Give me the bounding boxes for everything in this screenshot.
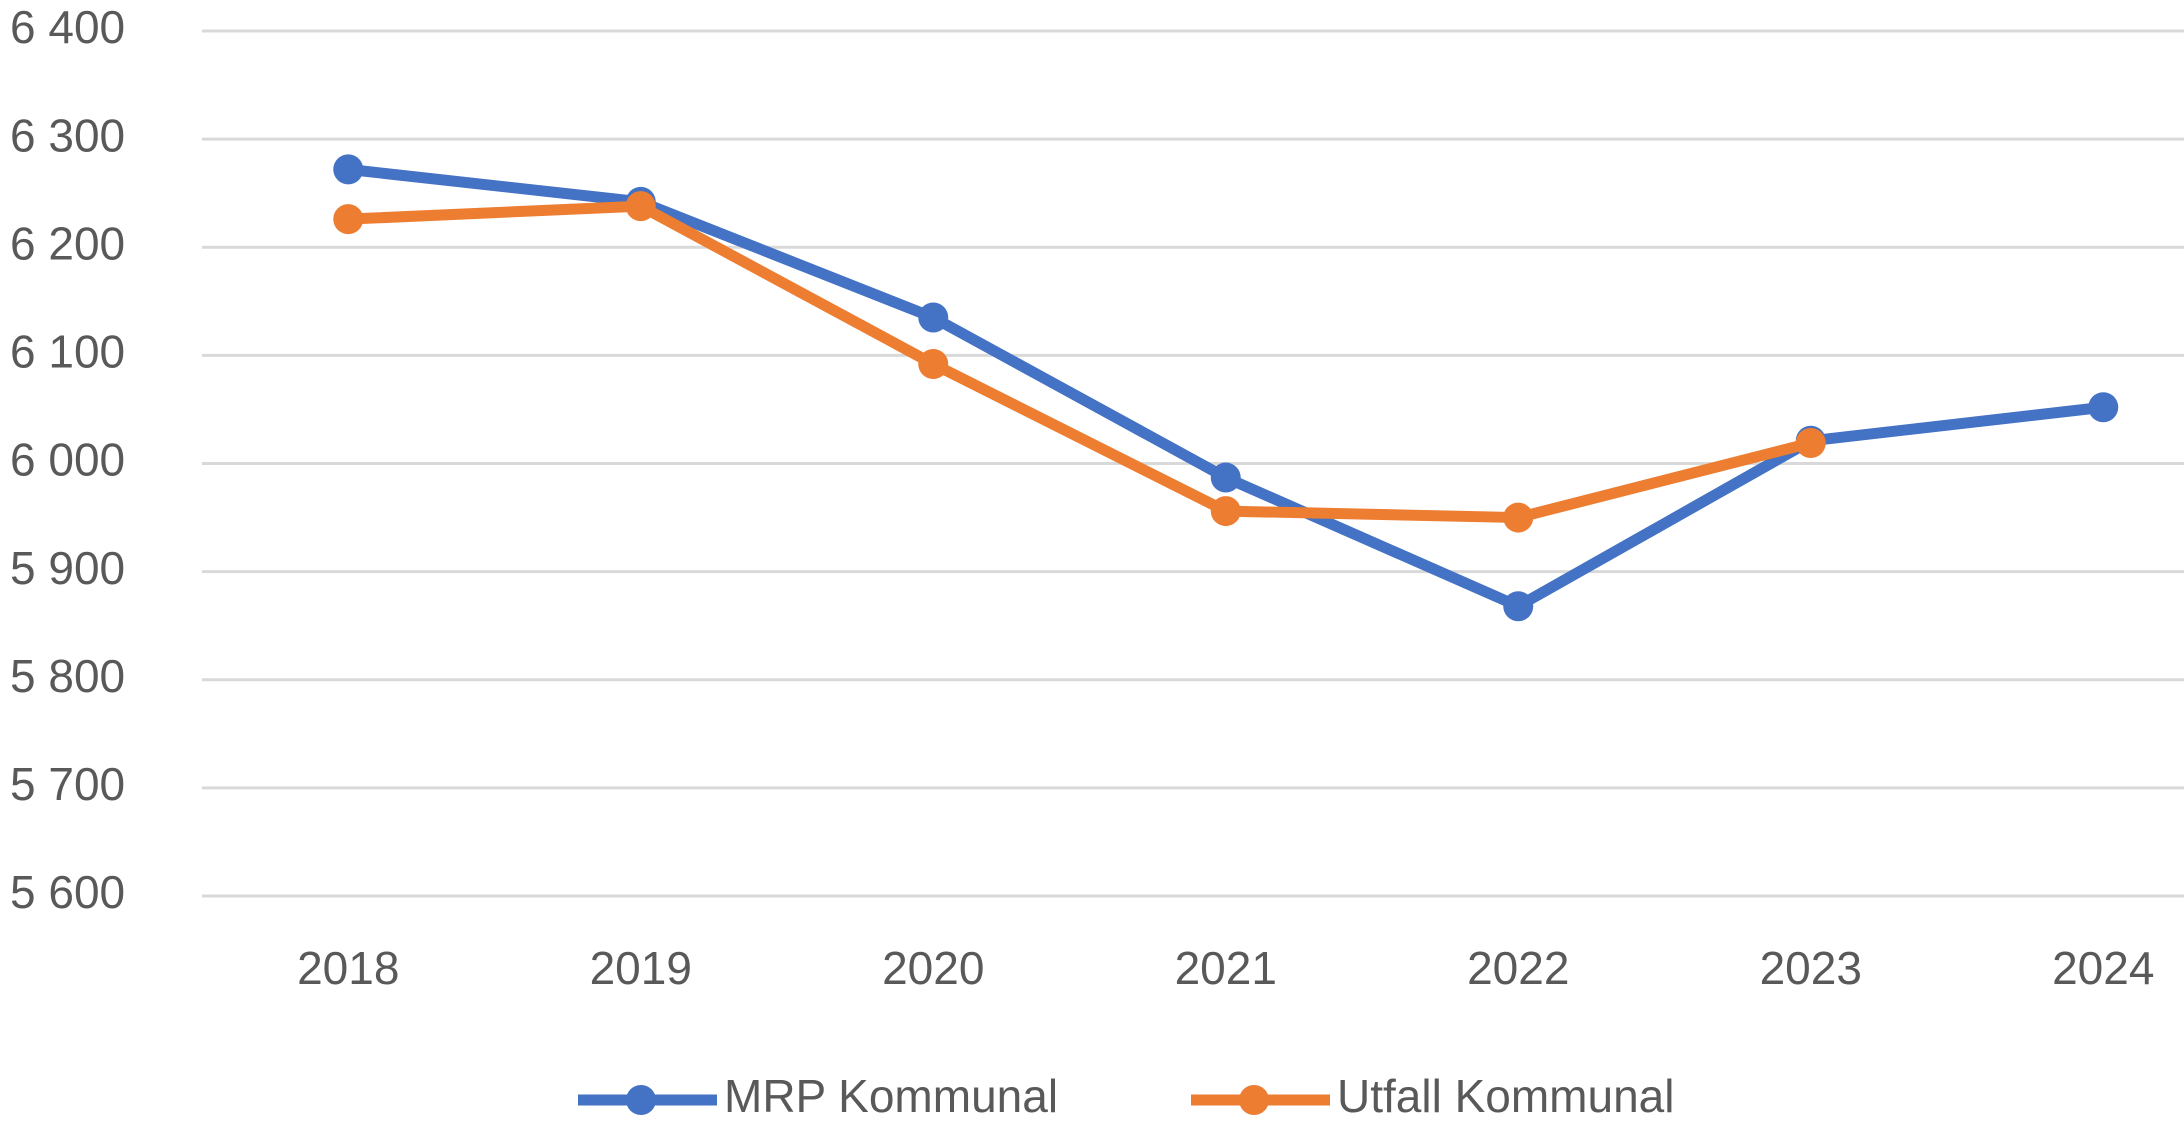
legend-marker [1239, 1085, 1269, 1115]
x-tick-label: 2022 [1467, 942, 1569, 994]
point [1503, 502, 1534, 533]
y-tick-label: 5 800 [10, 650, 125, 702]
y-tick-label: 5 900 [10, 542, 125, 594]
legend-label: Utfall Kommunal [1337, 1070, 1674, 1122]
y-tick-label: 6 400 [10, 1, 125, 53]
x-tick-label: 2018 [297, 942, 399, 994]
x-tick-label: 2019 [590, 942, 692, 994]
point [1210, 496, 1241, 527]
point [918, 349, 949, 380]
series-line [347, 163, 2104, 612]
x-tick-label: 2020 [882, 942, 984, 994]
point [2088, 392, 2119, 423]
point [625, 191, 656, 222]
point [1503, 591, 1534, 622]
x-tick-label: 2023 [1760, 942, 1862, 994]
point [333, 154, 364, 185]
legend-marker [626, 1085, 656, 1115]
y-tick-label: 6 000 [10, 434, 125, 486]
y-tick-label: 5 700 [10, 758, 125, 810]
x-tick-label: 2021 [1175, 942, 1277, 994]
point [918, 302, 949, 333]
series-line [348, 200, 1813, 524]
y-tick-label: 6 100 [10, 326, 125, 378]
point [1795, 427, 1826, 458]
point [1210, 462, 1241, 493]
y-tick-label: 6 300 [10, 109, 125, 161]
point [333, 204, 364, 235]
y-tick-label: 6 200 [10, 217, 125, 269]
y-tick-label: 5 600 [10, 866, 125, 918]
x-tick-label: 2024 [2052, 942, 2154, 994]
legend-label: MRP Kommunal [724, 1070, 1058, 1122]
